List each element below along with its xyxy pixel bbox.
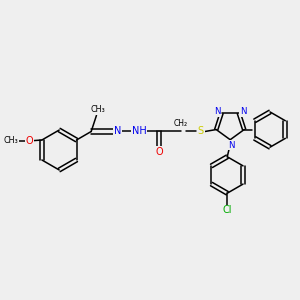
Text: N: N: [214, 107, 220, 116]
Text: N: N: [114, 126, 121, 136]
Text: O: O: [26, 136, 33, 146]
Text: NH: NH: [132, 126, 147, 136]
Text: S: S: [198, 127, 204, 136]
Text: N: N: [228, 140, 235, 149]
Text: Cl: Cl: [223, 205, 232, 215]
Text: CH₃: CH₃: [4, 136, 18, 145]
Text: CH₃: CH₃: [90, 105, 105, 114]
Text: O: O: [155, 147, 163, 157]
Text: N: N: [240, 107, 247, 116]
Text: CH₂: CH₂: [174, 119, 188, 128]
